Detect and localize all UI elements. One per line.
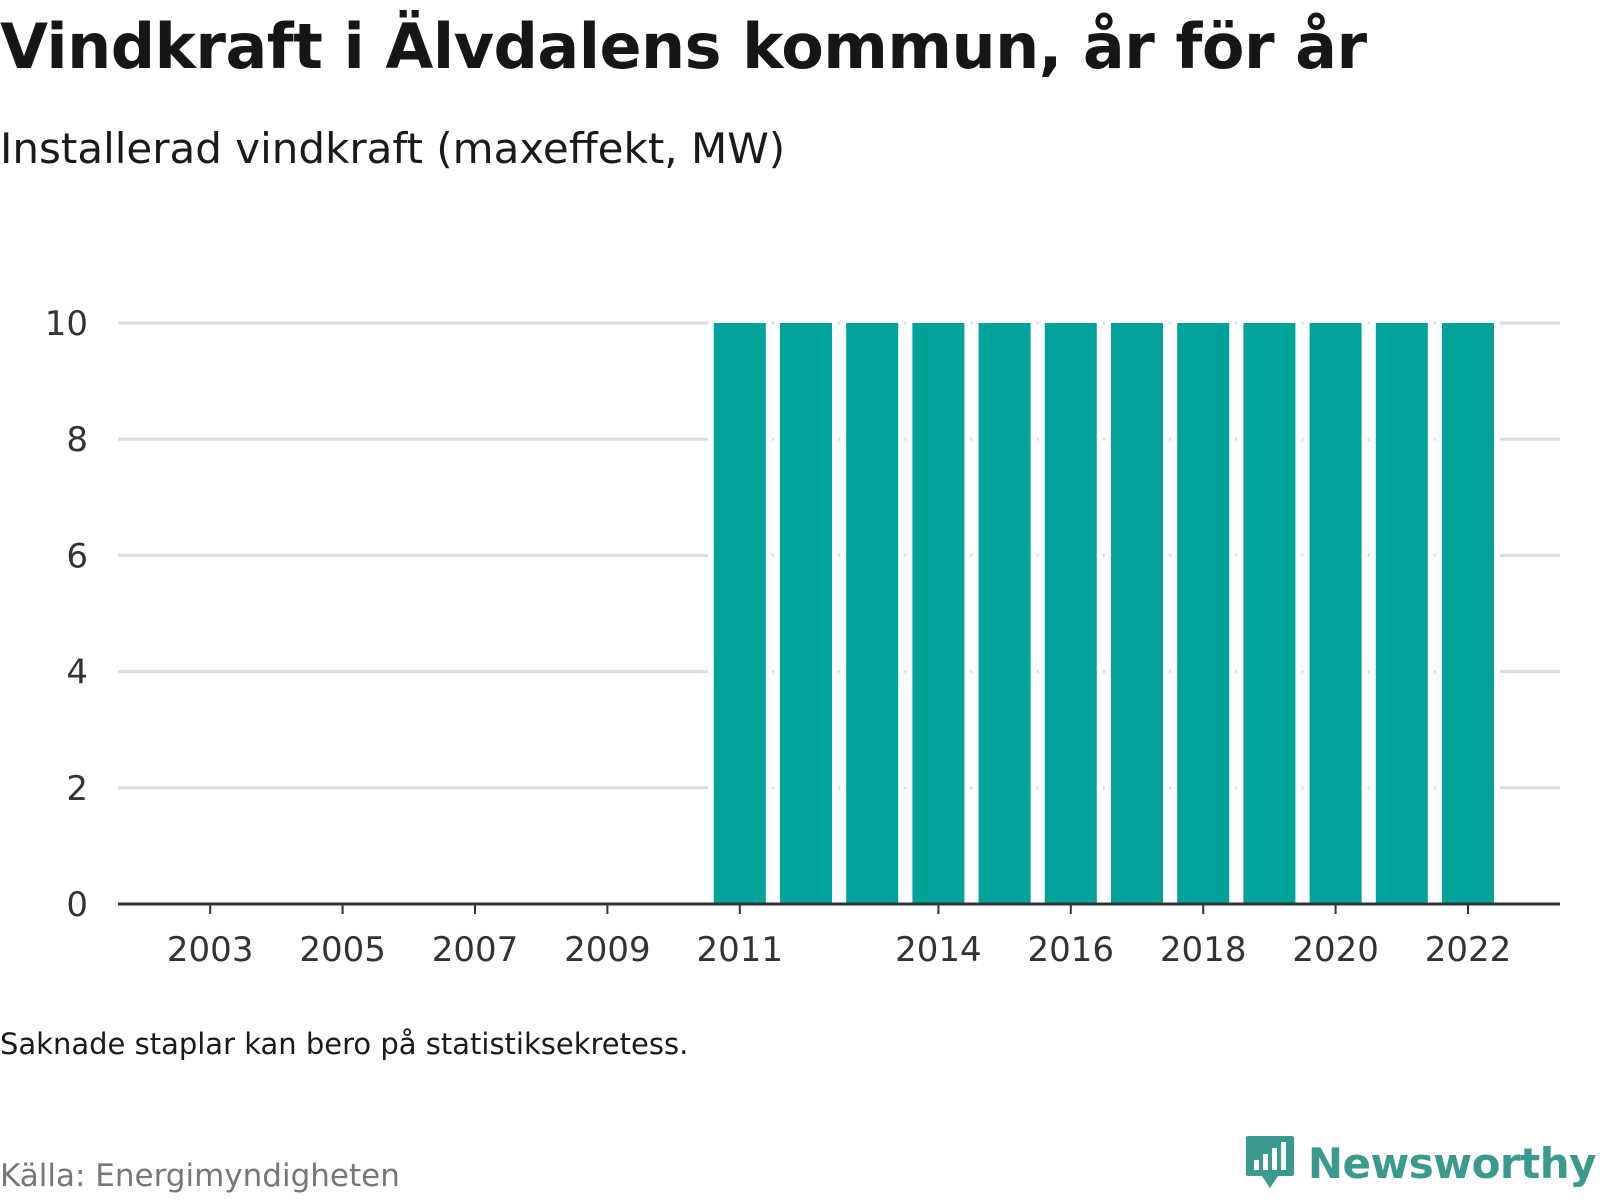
bar-2018	[1177, 323, 1230, 903]
x-tick-label: 2011	[697, 930, 784, 970]
x-tick-label: 2009	[564, 930, 651, 970]
x-tick-label: 2014	[895, 930, 982, 970]
x-ticks: 2003 2005 2007 2009 2011 2014 2016 2018 2020 2022	[167, 904, 1511, 970]
y-tick-label: 8	[66, 420, 88, 460]
bar-2012	[780, 323, 832, 903]
y-tick-labels: 0 2 4 6 8 10	[45, 304, 88, 925]
y-tick-label: 10	[45, 304, 88, 344]
bar-2020	[1309, 323, 1362, 903]
footnote: Saknade staplar kan bero på statistiksek…	[0, 1027, 689, 1061]
x-tick-label: 2022	[1425, 930, 1512, 970]
bar-2019	[1243, 323, 1296, 903]
y-tick-label: 4	[66, 653, 88, 693]
x-tick-label: 2007	[432, 930, 519, 970]
y-tick-label: 0	[66, 885, 88, 925]
x-tick-label: 2020	[1292, 930, 1379, 970]
bar-2016	[1044, 323, 1097, 903]
bar-chart-speech-bubble-icon	[1245, 1136, 1294, 1188]
x-tick-label: 2016	[1028, 930, 1115, 970]
brand-name: Newsworthy	[1307, 1138, 1597, 1188]
bar-2015	[978, 323, 1031, 903]
bar-2017	[1111, 323, 1163, 903]
chart-title: Vindkraft i Älvdalens kommun, år för år	[0, 10, 1367, 83]
y-tick-label: 6	[66, 536, 88, 576]
bar-2013	[846, 323, 899, 903]
x-tick-label: 2005	[299, 930, 386, 970]
chart-subtitle: Installerad vindkraft (maxeffekt, MW)	[0, 124, 786, 173]
bar-2022	[1442, 323, 1494, 903]
bar-2021	[1375, 323, 1428, 903]
source-text: Källa: Energimyndigheten	[0, 1158, 400, 1194]
bar-2014	[912, 323, 965, 903]
brand-logo: Newsworthy	[1244, 1134, 1597, 1192]
bar-2011	[713, 323, 766, 903]
bar-chart: 0 2 4 6 8 10 2003 2005 2007 2009 2011 2014 2016 2018…	[45, 304, 1560, 970]
x-tick-label: 2018	[1160, 930, 1247, 970]
bars	[707, 321, 1500, 904]
x-tick-label: 2003	[167, 930, 254, 970]
y-tick-label: 2	[66, 769, 88, 809]
